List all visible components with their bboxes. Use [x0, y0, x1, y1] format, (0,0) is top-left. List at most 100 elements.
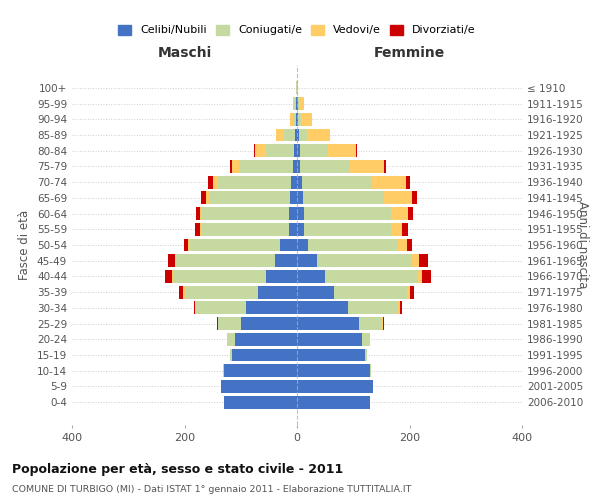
Bar [297, 333, 362, 346]
Bar [297, 82, 298, 94]
Bar [359, 317, 382, 330]
Bar [301, 113, 312, 126]
Text: Maschi: Maschi [157, 46, 212, 60]
Bar [412, 254, 419, 267]
Bar [299, 97, 304, 110]
Bar [407, 286, 409, 298]
Bar [295, 128, 297, 141]
Bar [409, 286, 414, 298]
Y-axis label: Fasce di età: Fasce di età [19, 210, 31, 280]
Bar [188, 238, 190, 252]
Bar [362, 333, 370, 346]
Bar [400, 302, 401, 314]
Bar [294, 97, 296, 110]
Bar [297, 348, 365, 362]
Bar [297, 270, 325, 283]
Bar [202, 192, 206, 204]
Bar [266, 144, 294, 157]
Bar [296, 113, 297, 126]
Bar [297, 317, 359, 330]
Bar [208, 176, 212, 188]
Bar [168, 254, 175, 267]
Text: Femmine: Femmine [374, 46, 445, 60]
Bar [328, 144, 356, 157]
Bar [296, 97, 297, 110]
Bar [302, 192, 384, 204]
Bar [398, 302, 400, 314]
Bar [289, 207, 297, 220]
Bar [293, 160, 297, 173]
Bar [257, 286, 297, 298]
Bar [382, 317, 383, 330]
Legend: Celibi/Nubili, Coniugati/e, Vedovi/e, Divorziati/e: Celibi/Nubili, Coniugati/e, Vedovi/e, Di… [114, 20, 480, 40]
Bar [202, 223, 289, 235]
Bar [292, 176, 297, 188]
Text: Popolazione per età, sesso e stato civile - 2011: Popolazione per età, sesso e stato civil… [12, 462, 343, 475]
Bar [304, 223, 391, 235]
Bar [209, 192, 290, 204]
Bar [200, 223, 202, 235]
Bar [255, 144, 266, 157]
Bar [408, 207, 413, 220]
Bar [196, 302, 247, 314]
Bar [297, 192, 302, 204]
Bar [202, 207, 289, 220]
Bar [232, 160, 239, 173]
Bar [290, 113, 293, 126]
Bar [298, 97, 299, 110]
Bar [235, 333, 297, 346]
Bar [297, 97, 298, 110]
Bar [365, 348, 367, 362]
Bar [308, 238, 398, 252]
Bar [175, 254, 176, 267]
Bar [247, 302, 297, 314]
Bar [196, 207, 200, 220]
Bar [297, 302, 347, 314]
Bar [227, 333, 235, 346]
Bar [391, 207, 408, 220]
Bar [384, 192, 412, 204]
Bar [317, 254, 412, 267]
Bar [280, 238, 297, 252]
Bar [179, 286, 184, 298]
Bar [217, 317, 218, 330]
Bar [299, 128, 307, 141]
Bar [304, 207, 391, 220]
Bar [184, 238, 188, 252]
Bar [293, 97, 294, 110]
Bar [239, 160, 293, 173]
Bar [402, 223, 408, 235]
Bar [297, 113, 298, 126]
Bar [297, 128, 299, 141]
Bar [275, 254, 297, 267]
Bar [370, 364, 371, 377]
Bar [419, 254, 427, 267]
Bar [297, 207, 304, 220]
Bar [297, 238, 308, 252]
Bar [206, 192, 209, 204]
Bar [223, 364, 224, 377]
Bar [325, 270, 418, 283]
Bar [224, 364, 297, 377]
Bar [422, 270, 431, 283]
Bar [190, 238, 280, 252]
Bar [185, 286, 257, 298]
Bar [307, 128, 329, 141]
Bar [298, 113, 301, 126]
Bar [334, 286, 407, 298]
Bar [184, 286, 185, 298]
Bar [350, 160, 384, 173]
Bar [232, 348, 297, 362]
Bar [297, 396, 370, 408]
Bar [406, 176, 410, 188]
Bar [229, 348, 232, 362]
Bar [194, 223, 200, 235]
Bar [391, 223, 402, 235]
Bar [284, 128, 295, 141]
Bar [275, 128, 284, 141]
Bar [172, 270, 173, 283]
Bar [297, 223, 304, 235]
Bar [221, 380, 297, 393]
Bar [294, 144, 297, 157]
Text: COMUNE DI TURBIGO (MI) - Dati ISTAT 1° gennaio 2011 - Elaborazione TUTTITALIA.IT: COMUNE DI TURBIGO (MI) - Dati ISTAT 1° g… [12, 485, 412, 494]
